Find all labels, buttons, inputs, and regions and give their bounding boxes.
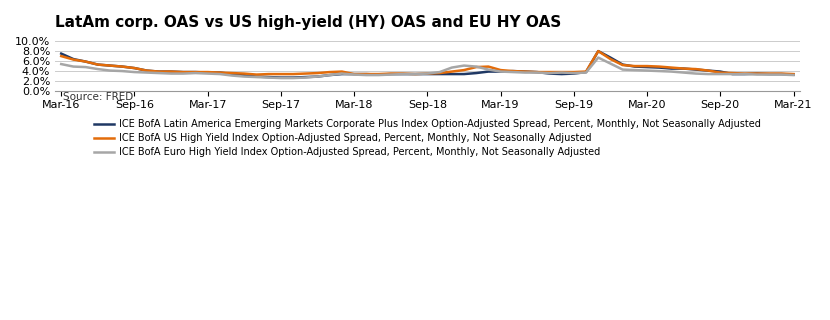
Legend: ICE BofA Latin America Emerging Markets Corporate Plus Index Option-Adjusted Spr: ICE BofA Latin America Emerging Markets … — [90, 115, 764, 161]
ICE BofA Latin America Emerging Markets Corporate Plus Index Option-Adjusted Spread, Percent, Monthly, Not Seasonally Adjusted — [227, 72, 237, 76]
ICE BofA Latin America Emerging Markets Corporate Plus Index Option-Adjusted Spread, Percent, Monthly, Not Seasonally Adjusted — [593, 49, 603, 53]
ICE BofA US High Yield Index Option-Adjusted Spread, Percent, Monthly, Not Seasonally Adjusted — [325, 70, 334, 74]
ICE BofA Latin America Emerging Markets Corporate Plus Index Option-Adjusted Spread, Percent, Monthly, Not Seasonally Adjusted — [325, 73, 334, 77]
ICE BofA US High Yield Index Option-Adjusted Spread, Percent, Monthly, Not Seasonally Adjusted — [508, 69, 518, 73]
ICE BofA US High Yield Index Option-Adjusted Spread, Percent, Monthly, Not Seasonally Adjusted — [715, 71, 725, 75]
ICE BofA Euro High Yield Index Option-Adjusted Spread, Percent, Monthly, Not Seasonally Adjusted — [56, 62, 66, 66]
ICE BofA Euro High Yield Index Option-Adjusted Spread, Percent, Monthly, Not Seasonally Adjusted — [459, 64, 469, 68]
ICE BofA Latin America Emerging Markets Corporate Plus Index Option-Adjusted Spread, Percent, Monthly, Not Seasonally Adjusted — [715, 70, 725, 74]
ICE BofA Euro High Yield Index Option-Adjusted Spread, Percent, Monthly, Not Seasonally Adjusted — [788, 73, 798, 77]
ICE BofA Latin America Emerging Markets Corporate Plus Index Option-Adjusted Spread, Percent, Monthly, Not Seasonally Adjusted — [788, 73, 798, 76]
ICE BofA US High Yield Index Option-Adjusted Spread, Percent, Monthly, Not Seasonally Adjusted — [459, 68, 469, 72]
ICE BofA US High Yield Index Option-Adjusted Spread, Percent, Monthly, Not Seasonally Adjusted — [251, 73, 261, 76]
Line: ICE BofA Euro High Yield Index Option-Adjusted Spread, Percent, Monthly, Not Seasonally Adjusted: ICE BofA Euro High Yield Index Option-Ad… — [61, 58, 793, 78]
ICE BofA Latin America Emerging Markets Corporate Plus Index Option-Adjusted Spread, Percent, Monthly, Not Seasonally Adjusted — [276, 76, 286, 79]
ICE BofA Euro High Yield Index Option-Adjusted Spread, Percent, Monthly, Not Seasonally Adjusted — [325, 73, 334, 77]
ICE BofA Euro High Yield Index Option-Adjusted Spread, Percent, Monthly, Not Seasonally Adjusted — [508, 70, 518, 74]
ICE BofA Euro High Yield Index Option-Adjusted Spread, Percent, Monthly, Not Seasonally Adjusted — [227, 74, 237, 77]
ICE BofA Latin America Emerging Markets Corporate Plus Index Option-Adjusted Spread, Percent, Monthly, Not Seasonally Adjusted — [508, 69, 518, 73]
ICE BofA Euro High Yield Index Option-Adjusted Spread, Percent, Monthly, Not Seasonally Adjusted — [203, 72, 212, 76]
Text: Source: FRED: Source: FRED — [62, 92, 133, 102]
ICE BofA US High Yield Index Option-Adjusted Spread, Percent, Monthly, Not Seasonally Adjusted — [788, 72, 798, 76]
ICE BofA US High Yield Index Option-Adjusted Spread, Percent, Monthly, Not Seasonally Adjusted — [593, 49, 603, 53]
ICE BofA Euro High Yield Index Option-Adjusted Spread, Percent, Monthly, Not Seasonally Adjusted — [715, 72, 725, 76]
ICE BofA Latin America Emerging Markets Corporate Plus Index Option-Adjusted Spread, Percent, Monthly, Not Seasonally Adjusted — [459, 72, 469, 76]
ICE BofA Euro High Yield Index Option-Adjusted Spread, Percent, Monthly, Not Seasonally Adjusted — [276, 76, 286, 80]
Text: LatAm corp. OAS vs US high-yield (HY) OAS and EU HY OAS: LatAm corp. OAS vs US high-yield (HY) OA… — [55, 15, 561, 30]
Line: ICE BofA US High Yield Index Option-Adjusted Spread, Percent, Monthly, Not Seasonally Adjusted: ICE BofA US High Yield Index Option-Adju… — [61, 51, 793, 75]
ICE BofA US High Yield Index Option-Adjusted Spread, Percent, Monthly, Not Seasonally Adjusted — [227, 71, 237, 75]
ICE BofA Latin America Emerging Markets Corporate Plus Index Option-Adjusted Spread, Percent, Monthly, Not Seasonally Adjusted — [203, 71, 212, 75]
Line: ICE BofA Latin America Emerging Markets Corporate Plus Index Option-Adjusted Spread, Percent, Monthly, Not Seasonally Adjusted: ICE BofA Latin America Emerging Markets … — [61, 51, 793, 77]
ICE BofA Euro High Yield Index Option-Adjusted Spread, Percent, Monthly, Not Seasonally Adjusted — [593, 56, 603, 60]
ICE BofA US High Yield Index Option-Adjusted Spread, Percent, Monthly, Not Seasonally Adjusted — [56, 54, 66, 58]
ICE BofA US High Yield Index Option-Adjusted Spread, Percent, Monthly, Not Seasonally Adjusted — [203, 70, 212, 74]
ICE BofA Latin America Emerging Markets Corporate Plus Index Option-Adjusted Spread, Percent, Monthly, Not Seasonally Adjusted — [56, 52, 66, 55]
